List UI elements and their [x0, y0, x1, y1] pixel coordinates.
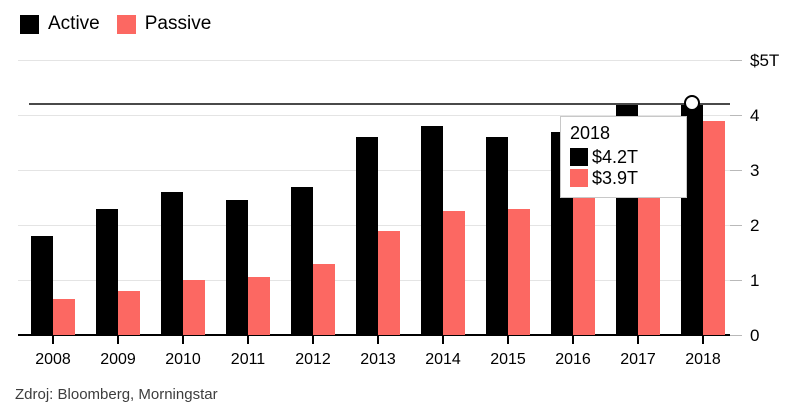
y-axis-label: 2: [750, 216, 760, 235]
tooltip-title: 2018: [570, 123, 611, 143]
bar-passive-2018[interactable]: [703, 120, 725, 335]
bar-passive-2010[interactable]: [183, 280, 205, 335]
bar-active-2015[interactable]: [486, 137, 508, 335]
bar-active-2011[interactable]: [226, 200, 248, 335]
x-axis-label: 2018: [685, 351, 721, 368]
legend-swatch-active-icon: [20, 14, 39, 34]
x-axis-label: 2012: [295, 351, 331, 368]
x-axis-tick: [52, 336, 54, 344]
legend-label-passive: Passive: [144, 13, 212, 34]
y-axis-tick: [730, 60, 742, 61]
y-axis-label: 3: [750, 161, 760, 180]
y-axis-tick: [730, 335, 742, 336]
y-axis-tick: [730, 115, 742, 116]
x-axis-tick: [572, 336, 574, 344]
bar-active-2013[interactable]: [356, 137, 378, 335]
x-axis-label: 2011: [230, 351, 266, 368]
x-axis-tick: [637, 336, 639, 344]
y-axis-tick: [730, 280, 742, 281]
x-axis-label: 2015: [490, 351, 526, 368]
x-axis-label: 2010: [165, 351, 201, 368]
y-axis-tick: [730, 225, 742, 226]
x-axis-label: 2009: [100, 351, 136, 368]
bar-passive-2012[interactable]: [313, 263, 335, 335]
bar-active-2009[interactable]: [96, 208, 118, 335]
y-axis-label: $5T: [750, 51, 780, 70]
x-axis-label: 2016: [555, 351, 591, 368]
bar-active-2008[interactable]: [31, 236, 53, 335]
bar-passive-2014[interactable]: [443, 211, 465, 335]
gridline: [18, 60, 730, 61]
x-axis-tick: [377, 336, 379, 344]
y-axis-tick: [730, 170, 742, 171]
bar-passive-2013[interactable]: [378, 230, 400, 335]
tooltip-row-active: $4.2T: [570, 148, 686, 166]
tooltip-value-passive: $3.9T: [592, 168, 639, 188]
bar-passive-2015[interactable]: [508, 208, 530, 335]
x-axis-tick: [247, 336, 249, 344]
tooltip-value-active: $4.2T: [592, 147, 639, 167]
tooltip-swatch-active-icon: [570, 148, 588, 166]
x-axis-label: 2013: [360, 351, 396, 368]
tooltip-row-passive: $3.9T: [570, 169, 686, 187]
legend-swatch-passive-icon: [116, 14, 136, 34]
bar-passive-2016[interactable]: [573, 186, 595, 335]
tooltip: 2018 $4.2T $3.9T: [560, 116, 687, 198]
x-axis-label: 2008: [35, 351, 71, 368]
x-axis-line: [18, 334, 730, 336]
gridline: [18, 115, 730, 116]
x-axis-label: 2017: [620, 351, 656, 368]
x-axis-tick: [442, 336, 444, 344]
x-axis-tick: [702, 336, 704, 344]
source-note: Zdroj: Bloomberg, Morningstar: [15, 386, 218, 403]
chart-legend: Active Passive: [20, 13, 228, 35]
bar-active-2014[interactable]: [421, 126, 443, 335]
hover-line: [29, 103, 730, 105]
bar-active-2010[interactable]: [161, 192, 183, 335]
y-axis-label: 4: [750, 106, 760, 125]
bar-passive-2009[interactable]: [118, 291, 140, 335]
bar-active-2012[interactable]: [291, 186, 313, 335]
x-axis-tick: [117, 336, 119, 344]
tooltip-swatch-passive-icon: [570, 169, 588, 187]
x-axis-label: 2014: [425, 351, 461, 368]
x-axis-tick: [507, 336, 509, 344]
bar-passive-2008[interactable]: [53, 299, 75, 335]
x-axis-tick: [182, 336, 184, 344]
y-axis-label: 1: [750, 271, 760, 290]
bar-passive-2011[interactable]: [248, 277, 270, 335]
x-axis-tick: [312, 336, 314, 344]
legend-label-active: Active: [48, 13, 100, 34]
hover-marker-icon: [684, 95, 700, 111]
y-axis-label: 0: [750, 326, 760, 345]
